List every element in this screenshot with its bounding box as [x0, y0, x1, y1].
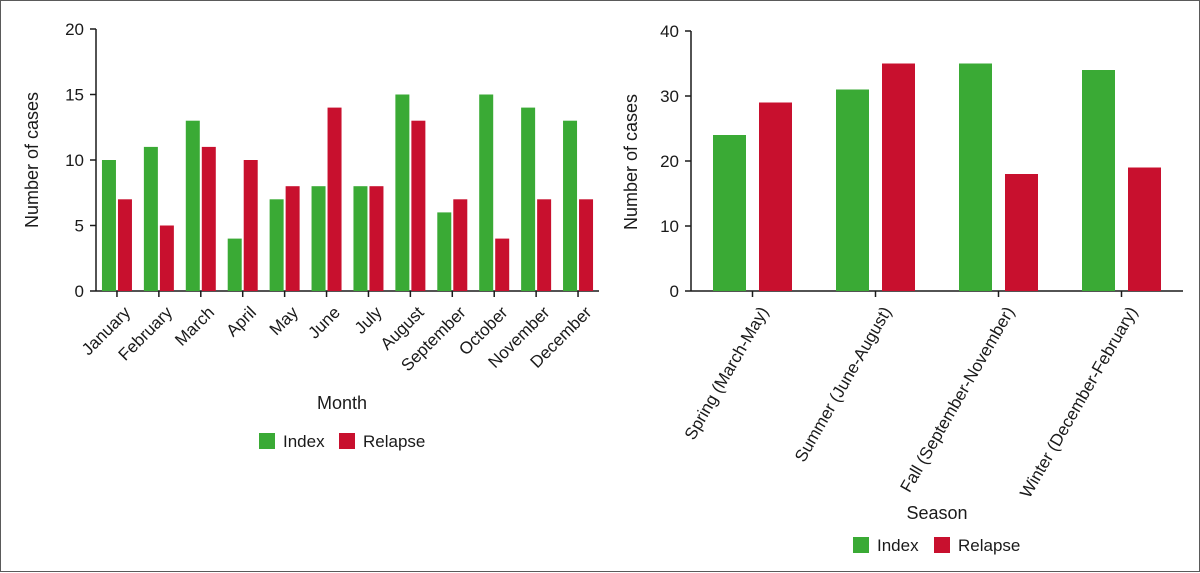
- legend-swatch: [853, 537, 869, 553]
- bar-relapse-8: [411, 120, 426, 291]
- bar-index-3: [959, 63, 992, 291]
- x-tick-label: Summer (June-August): [791, 304, 895, 466]
- bar-index-8: [395, 94, 410, 291]
- legend-label: Relapse: [958, 536, 1020, 555]
- x-tick-label: March: [171, 303, 218, 350]
- legend-item-relapse: Relapse: [934, 536, 1020, 555]
- y-tick-label: 5: [75, 217, 84, 236]
- x-tick-label: Fall (September-November): [897, 304, 1019, 496]
- bar-relapse-7: [369, 186, 384, 291]
- chart-panel-2: 0 10 20 30 40 Spring (March-May) Summer (June-…: [621, 22, 1183, 555]
- legend-item-index: Index: [259, 432, 325, 451]
- legend-label: Index: [877, 536, 919, 555]
- legend-swatch: [339, 433, 355, 449]
- y-axis-title: Number of cases: [22, 92, 42, 228]
- bar-relapse-9: [453, 199, 468, 291]
- bar-relapse-6: [327, 107, 342, 291]
- x-tick-label: Spring (March-May): [681, 304, 773, 444]
- bar-relapse-3: [1005, 174, 1038, 291]
- x-tick-label: April: [223, 303, 260, 340]
- bar-index-1: [101, 160, 116, 291]
- y-tick-label: 0: [75, 282, 84, 301]
- legend-swatch: [934, 537, 950, 553]
- y-tick-label: 0: [670, 282, 679, 301]
- y-axis-title: Number of cases: [621, 94, 641, 230]
- bar-index-2: [143, 146, 158, 291]
- x-axis-title: Month: [317, 393, 367, 413]
- bar-index-5: [269, 199, 284, 291]
- bar-index-4: [227, 238, 242, 291]
- bar-relapse-11: [537, 199, 552, 291]
- bar-relapse-5: [285, 186, 300, 291]
- bar-relapse-2: [159, 225, 174, 291]
- x-tick-label: May: [266, 303, 302, 339]
- legend-swatch: [259, 433, 275, 449]
- bar-index-1: [713, 135, 746, 291]
- bar-relapse-10: [495, 238, 510, 291]
- x-tick-label: June: [304, 303, 344, 343]
- bar-index-9: [437, 212, 452, 291]
- x-axis-title: Season: [906, 503, 967, 523]
- y-tick-label: 10: [660, 217, 679, 236]
- bar-relapse-4: [1128, 167, 1161, 291]
- bar-relapse-2: [882, 63, 915, 291]
- y-tick-label: 30: [660, 87, 679, 106]
- x-tick-label: July: [351, 303, 386, 338]
- bar-index-6: [311, 186, 326, 291]
- bar-relapse-1: [759, 102, 792, 291]
- bar-index-10: [479, 94, 494, 291]
- bar-index-3: [185, 120, 200, 291]
- bar-index-7: [353, 186, 368, 291]
- bar-relapse-1: [117, 199, 132, 291]
- y-tick-label: 40: [660, 22, 679, 41]
- legend-label: Relapse: [363, 432, 425, 451]
- y-tick-label: 20: [65, 20, 84, 39]
- legend-item-index: Index: [853, 536, 919, 555]
- bar-index-2: [836, 89, 869, 291]
- bar-index-4: [1082, 70, 1115, 291]
- legend-label: Index: [283, 432, 325, 451]
- x-tick-label: Winter (December-February): [1016, 304, 1141, 502]
- legend-item-relapse: Relapse: [339, 432, 425, 451]
- bar-relapse-3: [201, 146, 216, 291]
- y-tick-label: 15: [65, 86, 84, 105]
- bar-index-12: [563, 120, 578, 291]
- bar-relapse-4: [243, 160, 258, 291]
- bar-relapse-12: [579, 199, 594, 291]
- y-tick-label: 10: [65, 151, 84, 170]
- bar-index-11: [521, 107, 536, 291]
- y-tick-label: 20: [660, 152, 679, 171]
